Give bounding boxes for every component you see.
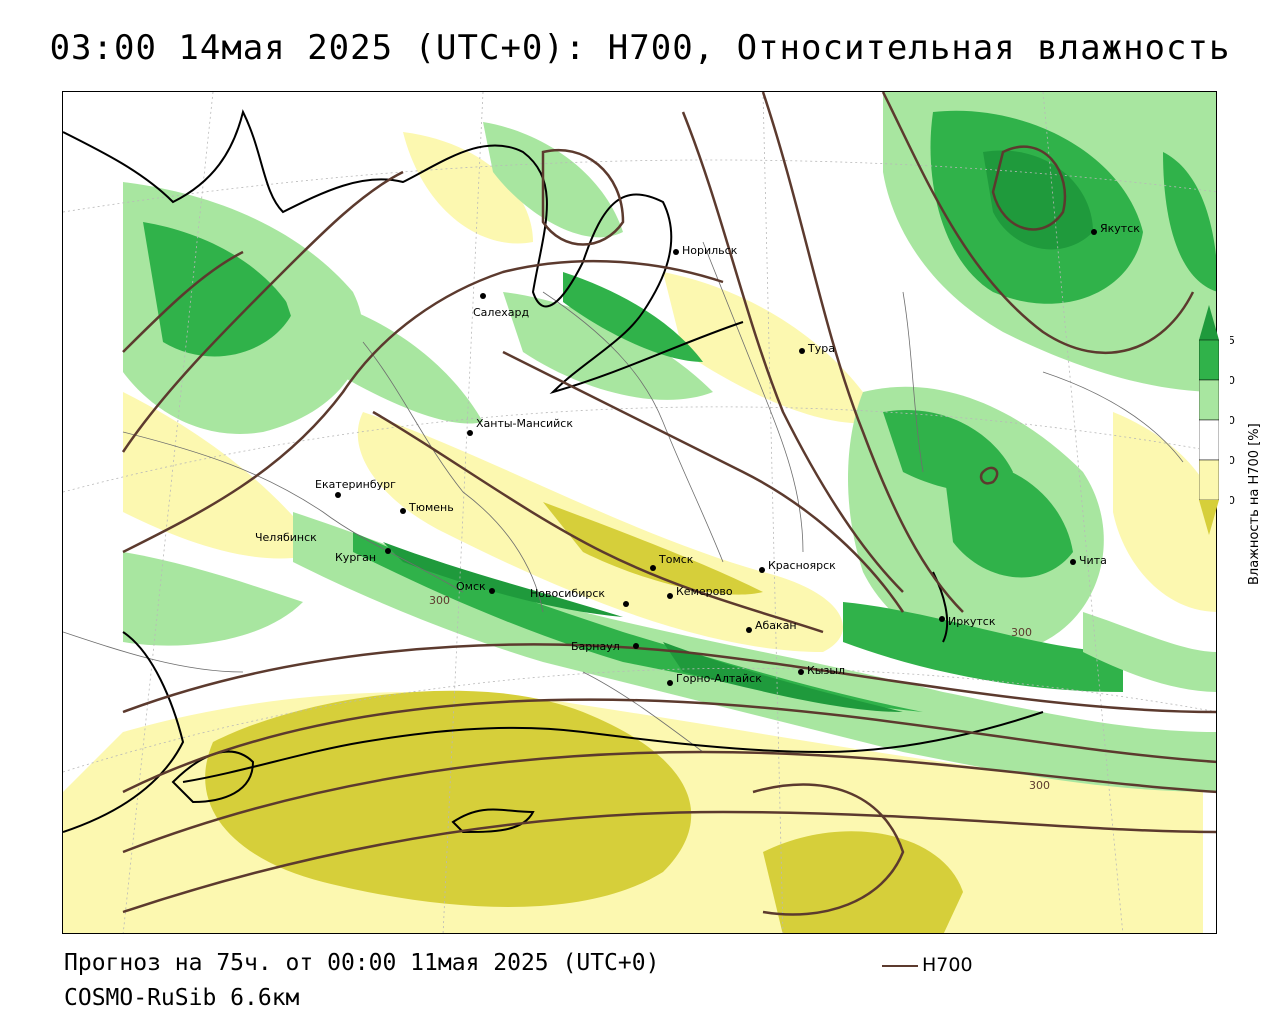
h700-contours: [121, 92, 1216, 916]
colorbar-tick: 40: [1230, 454, 1235, 467]
city-marker: [633, 643, 639, 649]
admin-borders: [63, 241, 1184, 753]
city-label: Горно-Алтайск: [676, 672, 762, 685]
contour-labels: 300 300 300: [429, 594, 1050, 792]
city-label: Красноярск: [768, 559, 836, 572]
city-marker: [759, 567, 765, 573]
colorbar-title-block: 95 80 60 40 20 Влажность на H700 [%]: [1221, 300, 1270, 590]
city-marker: [1091, 229, 1097, 235]
city-label: Норильск: [682, 244, 738, 257]
city-label: Кызыл: [807, 664, 845, 677]
colorbar-arrow-top: [1199, 305, 1219, 340]
city-marker: [400, 508, 406, 514]
map-title: 03:00 14мая 2025 (UTC+0): H700, Относите…: [49, 28, 1231, 68]
city-label: Иркутск: [948, 615, 996, 628]
h700-legend-line: [882, 964, 918, 967]
contour-label: 300: [1011, 626, 1032, 639]
city-marker: [667, 680, 673, 686]
city-label: Челябинск: [255, 531, 317, 544]
forecast-info: Прогноз на 75ч. от 00:00 11мая 2025 (UTC…: [64, 950, 660, 976]
city-marker: [799, 348, 805, 354]
city-label: Барнаул: [571, 640, 620, 653]
city-label: Томск: [658, 553, 694, 566]
city-label: Чита: [1079, 554, 1107, 567]
colorbar-tick: 20: [1230, 494, 1235, 507]
contour-label: 300: [1029, 779, 1050, 792]
city-label: Омск: [456, 580, 486, 593]
city-label: Ханты-Мансийск: [476, 417, 573, 430]
city-marker: [623, 601, 629, 607]
city-label: Тура: [807, 342, 835, 355]
colorbar-swatch-60-80: [1198, 379, 1220, 421]
map-svg: 300 300 300 Норильск Салехард Якутск Тур…: [63, 92, 1216, 933]
colorbar-title: Влажность на H700 [%]: [1247, 423, 1262, 585]
borders: [63, 109, 1044, 834]
city-label: Тюмень: [408, 501, 454, 514]
city-label: Салехард: [473, 306, 529, 319]
city-marker: [467, 430, 473, 436]
city-label: Кемерово: [676, 585, 733, 598]
colorbar-tick: 80: [1230, 374, 1235, 387]
city-label: Абакан: [755, 619, 797, 632]
city-marker: [489, 588, 495, 594]
city-label: Якутск: [1100, 222, 1140, 235]
colorbar-swatch-80-95: [1198, 339, 1220, 381]
weather-map: 300 300 300 Норильск Салехард Якутск Тур…: [62, 91, 1217, 934]
colorbar-swatch-20-40: [1198, 459, 1220, 501]
model-info: COSMO-RuSib 6.6км: [64, 985, 300, 1011]
h700-legend: H700: [882, 954, 973, 976]
colorbar-swatch-40-60: [1198, 419, 1220, 461]
colorbar: [1198, 305, 1220, 535]
city-marker: [746, 627, 752, 633]
city-marker: [385, 548, 391, 554]
city-marker: [480, 293, 486, 299]
city-label: Курган: [335, 551, 376, 564]
city-label: Екатеринбург: [315, 478, 396, 491]
city-marker: [667, 593, 673, 599]
cities: Норильск Салехард Якутск Тура Ханты-Манс…: [255, 222, 1140, 686]
humidity-fields: [63, 92, 1216, 933]
city-marker: [939, 616, 945, 622]
contour-label: 300: [429, 594, 450, 607]
city-marker: [1070, 559, 1076, 565]
city-marker: [650, 565, 656, 571]
city-marker: [335, 492, 341, 498]
city-marker: [673, 249, 679, 255]
city-label: Новосибирск: [530, 587, 605, 600]
colorbar-tick: 60: [1230, 414, 1235, 427]
colorbar-tick: 95: [1230, 334, 1235, 347]
city-marker: [798, 669, 804, 675]
colorbar-arrow-bottom: [1199, 500, 1219, 535]
h700-legend-label: H700: [922, 954, 973, 976]
